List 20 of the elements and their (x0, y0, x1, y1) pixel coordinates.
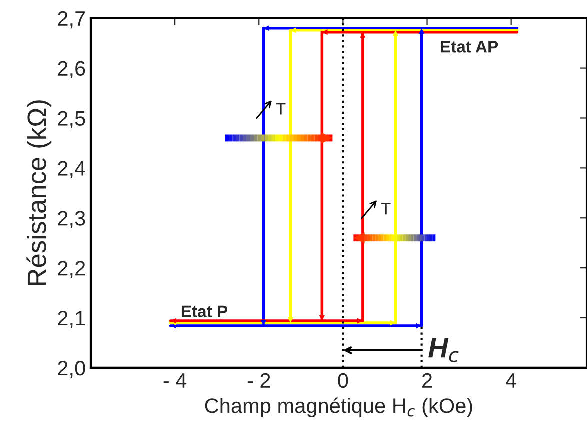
y-tick-label: 2,4 (58, 161, 86, 178)
y-tick-label: 2,5 (58, 111, 86, 128)
y-axis-title: Résistance (kΩ) (26, 100, 52, 286)
x-tick-label: 2 (422, 373, 432, 388)
y-tick-label: 2,1 (58, 311, 86, 328)
x-tick-label: 4 (506, 374, 517, 388)
x-tick-label: 0 (338, 373, 348, 388)
x-axis-title: Champ magnétique H$_{c}$ (kOe) (205, 398, 472, 418)
y-tick-label: 2,2 (58, 261, 86, 278)
annotation: T (276, 103, 286, 115)
y-tick-label: 2,0 (58, 360, 86, 378)
annotation: H$_{c}$ (428, 338, 459, 362)
x-tick-label: - 2 (248, 373, 270, 388)
annotation: Etat P (182, 306, 228, 318)
annotation: Etat AP (441, 41, 498, 53)
annotation: T (381, 203, 391, 215)
x-tick-label: - 4 (164, 374, 187, 388)
y-tick-label: 2,6 (58, 61, 86, 79)
y-tick-label: 2,3 (58, 211, 86, 228)
y-tick-label: 2,7 (58, 11, 86, 29)
